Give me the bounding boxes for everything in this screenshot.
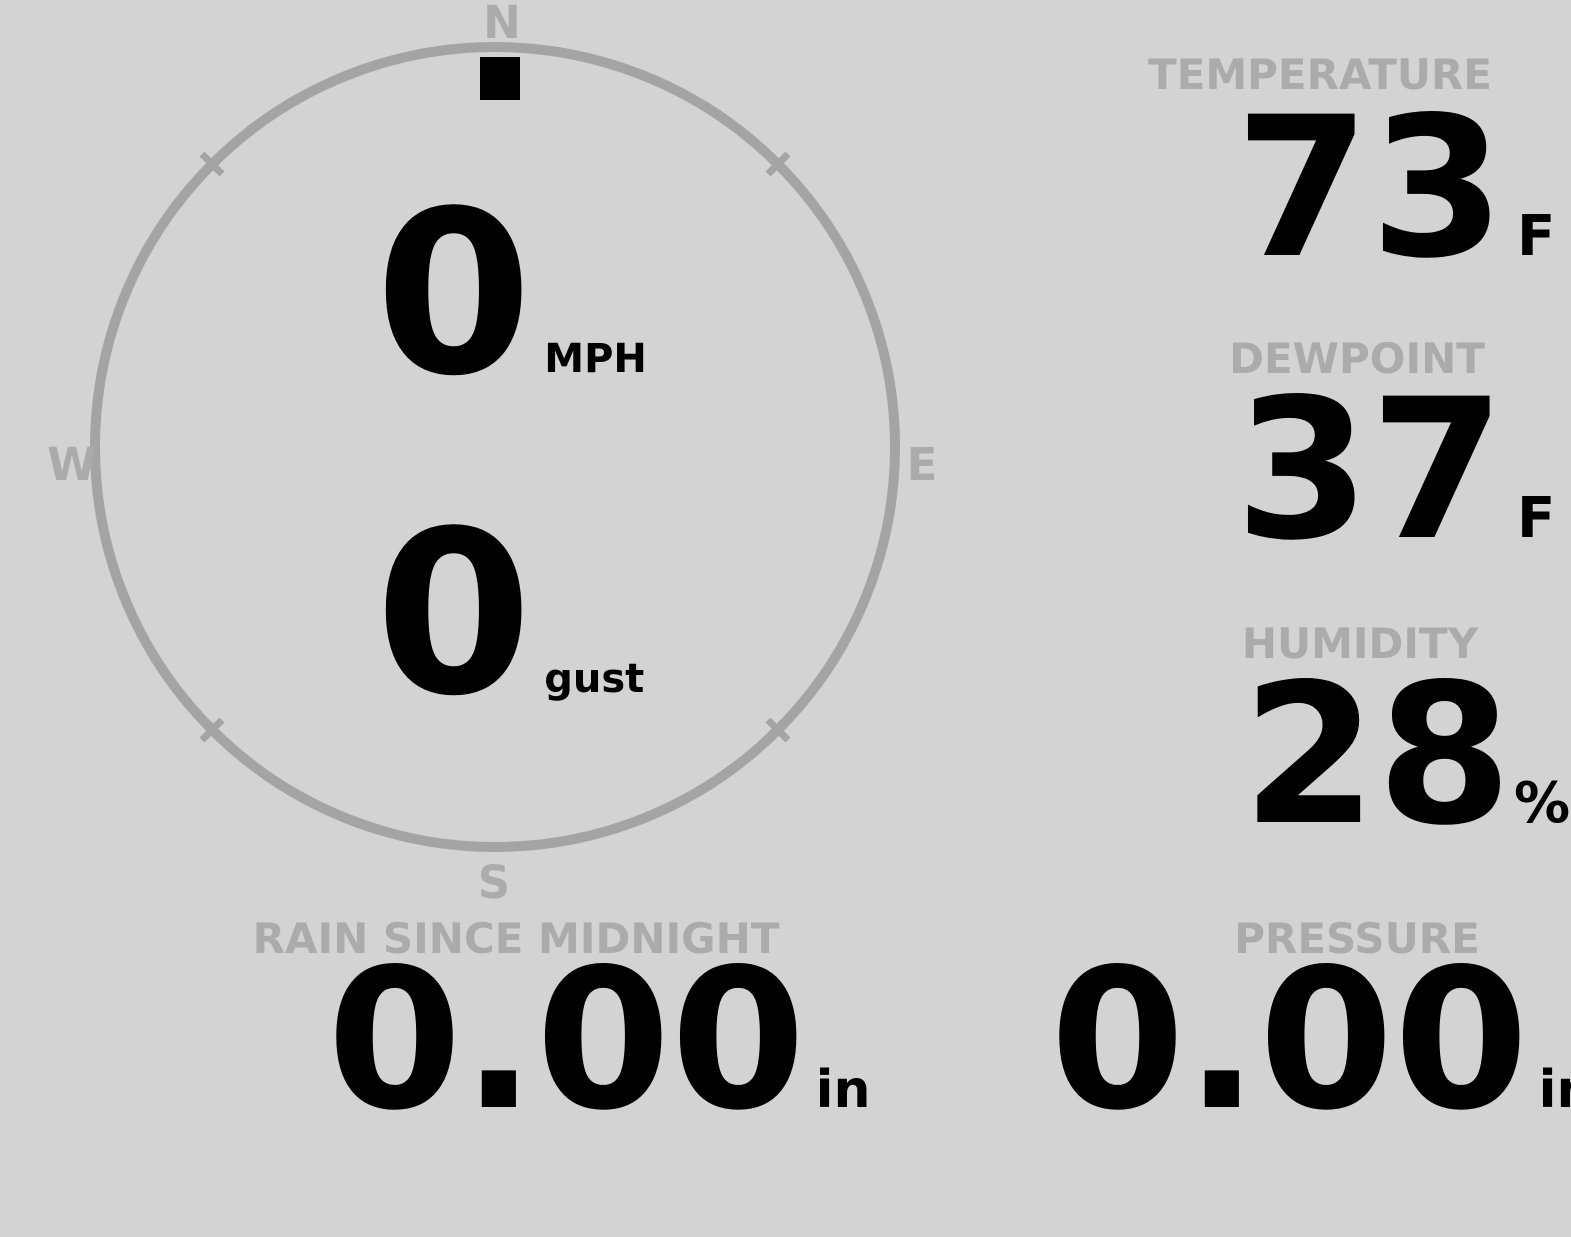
wind-speed-row: 0 MPH (375, 182, 647, 408)
compass-west-label: W (47, 438, 97, 491)
dewpoint-unit: F (1516, 486, 1556, 551)
wind-gust-value: 0 (375, 483, 533, 746)
wind-gust-unit: gust (544, 656, 645, 702)
compass-tick-nw (199, 151, 225, 177)
pressure-unit: in (1538, 1060, 1571, 1120)
pressure-label: PRESSURE (1234, 914, 1480, 963)
pressure-value: 0.00 (1050, 927, 1529, 1153)
rain-unit: in (815, 1060, 871, 1120)
rain-label: RAIN SINCE MIDNIGHT (252, 914, 780, 963)
humidity-value: 28 (1242, 642, 1512, 868)
dewpoint-value: 37 (1235, 357, 1505, 583)
temperature-value: 73 (1235, 75, 1505, 301)
wind-gust-row: 0 gust (375, 502, 644, 728)
compass-east-label: E (906, 438, 938, 491)
compass-north-label: N (483, 0, 521, 49)
humidity-row: 28% (1242, 658, 1570, 852)
humidity-unit: % (1513, 771, 1571, 836)
rain-row: 0.00 in (327, 943, 871, 1137)
temperature-row: 73 F (1235, 91, 1555, 285)
wind-speed-value: 0 (375, 163, 533, 426)
compass-south-label: S (477, 856, 511, 909)
rain-value: 0.00 (327, 927, 806, 1153)
compass-circle (90, 42, 900, 852)
compass-tick-sw (199, 717, 225, 743)
temperature-label: TEMPERATURE (1148, 50, 1492, 99)
dewpoint-row: 37 F (1235, 373, 1555, 567)
wind-speed-unit: MPH (544, 336, 647, 382)
temperature-unit: F (1516, 204, 1556, 269)
humidity-label: HUMIDITY (1241, 619, 1479, 668)
compass-tick-se (765, 717, 791, 743)
wind-direction-marker (480, 57, 520, 100)
wind-compass-ring (90, 42, 900, 852)
dewpoint-label: DEWPOINT (1229, 334, 1485, 383)
compass-tick-ne (765, 151, 791, 177)
